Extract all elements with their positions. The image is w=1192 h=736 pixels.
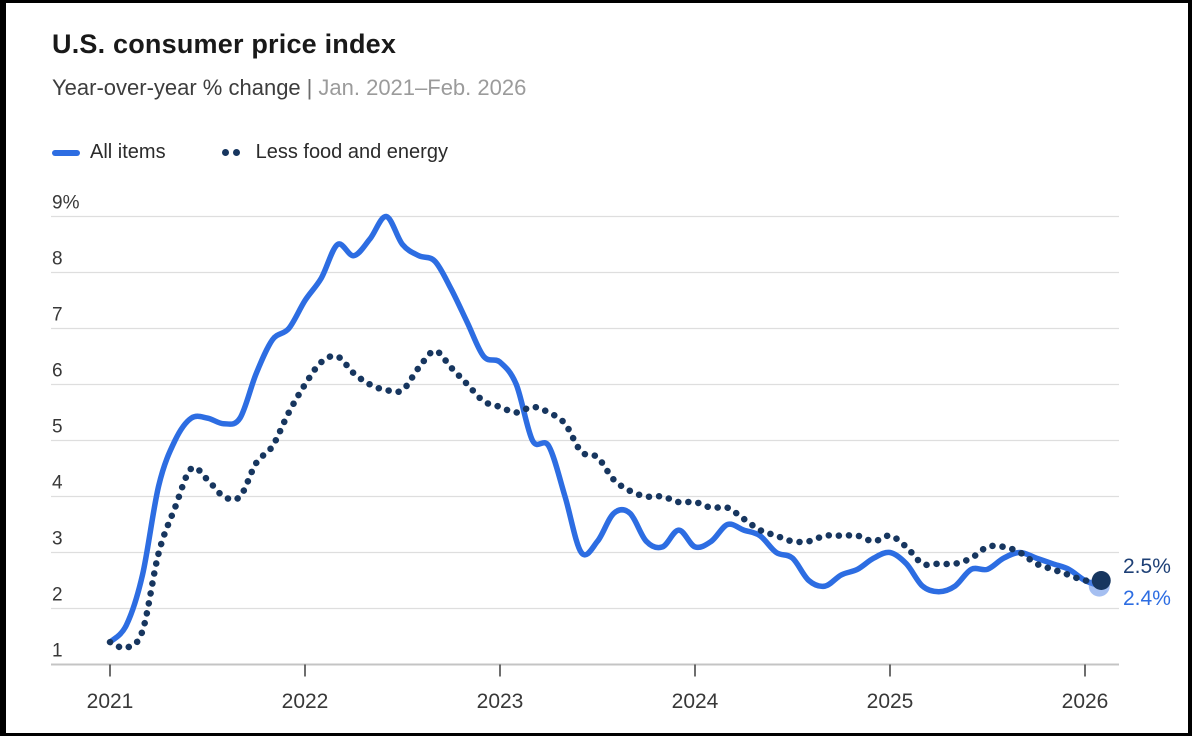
legend-label-all-items: All items	[90, 141, 166, 163]
y-axis-tick-label: 2	[52, 585, 63, 606]
legend-item-all-items: All items	[52, 141, 166, 164]
chart-subtitle: Year-over-year % change | Jan. 2021–Feb. 2…	[52, 75, 526, 101]
y-axis-tick-label: 6	[52, 361, 63, 382]
x-axis-tick-label: 2022	[282, 690, 329, 713]
all-items-line	[107, 213, 1105, 645]
x-axis-tick-label: 2026	[1062, 690, 1109, 713]
legend-label-less-food-energy: Less food and energy	[255, 141, 448, 163]
end-label-less-food-energy: 2.5%	[1123, 555, 1171, 578]
end-label-all-items: 2.4%	[1123, 587, 1171, 610]
chart-legend: All items Less food and energy	[52, 141, 448, 164]
subtitle-date-range: Jan. 2021–Feb. 2026	[318, 75, 527, 100]
page-title: U.S. consumer price index	[52, 29, 397, 59]
y-axis-tick-label: 5	[52, 417, 63, 438]
subtitle-main: Year-over-year % change	[52, 75, 301, 100]
dotted-line-swatch-icon	[221, 149, 244, 156]
subtitle-separator: |	[306, 75, 313, 100]
y-axis-tick-label: 9%	[52, 193, 80, 214]
core-line	[106, 347, 1105, 652]
y-axis-tick-label: 4	[52, 473, 63, 494]
core-end-dot	[1091, 571, 1111, 590]
x-axis-tick-label: 2023	[477, 690, 524, 713]
x-axis-tick-label: 2024	[672, 690, 719, 713]
x-axis-tick-label: 2021	[87, 690, 134, 713]
solid-line-swatch-icon	[52, 149, 80, 156]
y-axis-tick-label: 7	[52, 305, 63, 326]
x-axis-tick-label: 2025	[867, 690, 914, 713]
legend-item-less-food-energy: Less food and energy	[221, 141, 448, 164]
cpi-line-chart: 9% 8 7 6 5 4 3 2 1 2021 2022 2023 2024 2025 2026	[51, 193, 1119, 713]
y-axis-tick-label: 8	[52, 249, 63, 270]
y-axis-tick-label: 1	[52, 641, 63, 662]
y-axis-tick-label: 3	[52, 529, 63, 550]
